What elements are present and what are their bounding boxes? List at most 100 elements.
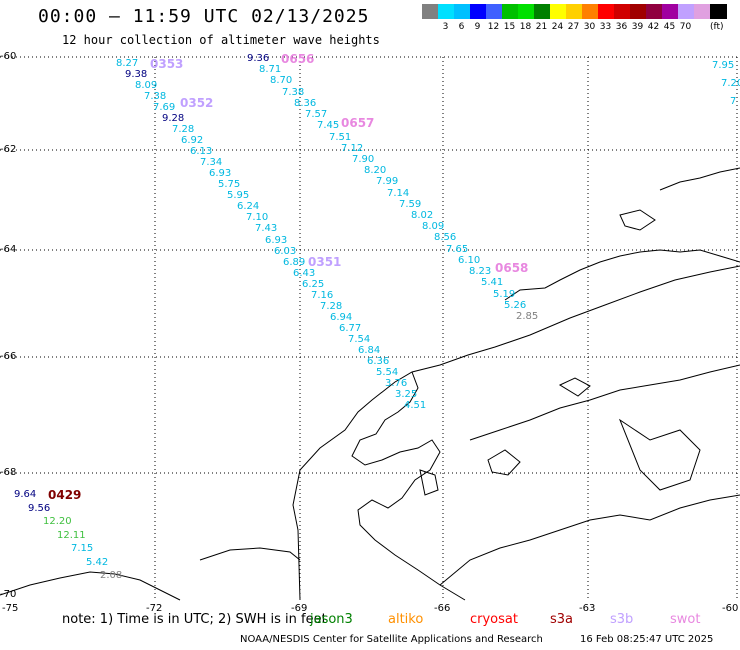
wave-height-value: 6.89 (283, 257, 306, 268)
wave-height-value: 5.19 (493, 289, 516, 300)
latitude-label: -64 (0, 244, 17, 255)
wave-height-value: 6.25 (302, 279, 325, 290)
wave-height-value: 2.08 (100, 570, 123, 581)
wave-height-value: 8.09 (135, 80, 158, 91)
legend-swatch (630, 4, 647, 19)
legend-label: 15 (503, 22, 516, 32)
wave-height-value: 7.34 (200, 157, 223, 168)
wave-height-value: 9.38 (125, 69, 148, 80)
page-subtitle: 12 hour collection of altimeter wave hei… (62, 33, 380, 47)
wave-height-value: 5.41 (481, 277, 504, 288)
longitude-label: -60 (722, 603, 739, 614)
wave-height-value: 7.43 (255, 223, 278, 234)
satellite-jason3: jason3 (310, 612, 353, 627)
wave-height-value: 7.14 (387, 188, 410, 199)
wave-height-value: 6.10 (458, 255, 481, 266)
wave-height-value: 4.51 (404, 400, 427, 411)
legend-swatch (422, 4, 439, 19)
latitude-label: -66 (0, 351, 17, 362)
legend-label: 36 (615, 22, 628, 32)
wave-height-value: 7.54 (348, 334, 371, 345)
legend-swatch (470, 4, 487, 19)
wave-height-value: 9.28 (162, 113, 185, 124)
wave-height-value: 6.84 (358, 345, 381, 356)
wave-height-value: 8.56 (434, 232, 457, 243)
legend-swatch (518, 4, 535, 19)
latitude-label: -68 (0, 467, 17, 478)
wave-height-value: 12.20 (43, 516, 72, 527)
wave-height-value: 7.16 (311, 290, 334, 301)
legend-label: 70 (679, 22, 692, 32)
legend-label: 39 (631, 22, 644, 32)
satellite-swot: swot (670, 612, 701, 627)
legend-swatch (710, 4, 727, 19)
legend-label: 27 (567, 22, 580, 32)
wave-height-value: 7.15 (71, 543, 94, 554)
wave-height-value: 7.59 (399, 199, 422, 210)
wave-height-value: 7.65 (446, 244, 469, 255)
wave-height-value: 6.13 (190, 146, 213, 157)
wave-height-value: 7.45 (317, 120, 340, 131)
wave-height-value: 5.75 (218, 179, 241, 190)
legend-swatch (678, 4, 695, 19)
legend-label: 9 (474, 22, 481, 32)
color-legend: 3 6 9 12 15 18 21 24 27 30 33 36 39 42 45 70 (ft) (422, 4, 728, 36)
wave-height-value: 3.25 (395, 389, 418, 400)
legend-swatch (646, 4, 663, 19)
wave-height-value: 8.36 (294, 98, 317, 109)
satellite-s3b: s3b (610, 612, 634, 627)
wave-height-value: 7 (730, 96, 737, 107)
wave-height-value: 7.38 (282, 87, 305, 98)
legend-swatch (582, 4, 599, 19)
wave-height-value: 6.77 (339, 323, 362, 334)
wave-height-value: 7.20 (721, 78, 740, 89)
lat-lon-grid (0, 56, 740, 600)
wave-height-value: 8.71 (259, 64, 282, 75)
wave-height-value: 8.70 (270, 75, 293, 86)
legend-label: 21 (535, 22, 548, 32)
wave-height-value: 7.57 (305, 109, 328, 120)
legend-swatch (486, 4, 503, 19)
legend-label: 12 (487, 22, 500, 32)
wave-height-value: 8.23 (469, 266, 492, 277)
legend-label: 30 (583, 22, 596, 32)
coastline (0, 167, 740, 601)
wave-height-value: 6.24 (237, 201, 260, 212)
wave-height-value: 7.99 (376, 176, 399, 187)
longitude-label: -63 (579, 603, 596, 614)
satellite-s3a: s3a (550, 612, 574, 627)
legend-label: 3 (442, 22, 449, 32)
satellite-cryosat: cryosat (470, 612, 518, 627)
longitude-label: -69 (291, 603, 308, 614)
pass-label-0657: 0657 (341, 116, 375, 130)
legend-label: 24 (551, 22, 564, 32)
legend-swatch (566, 4, 583, 19)
wave-height-value: 9.36 (247, 53, 270, 64)
footnote: note: 1) Time is in UTC; 2) SWH is in fe… (62, 612, 327, 627)
wave-height-value: 9.56 (28, 503, 51, 514)
wave-height-value: 5.26 (504, 300, 527, 311)
latitude-label: -60 (0, 51, 17, 62)
wave-height-value: 8.20 (364, 165, 387, 176)
legend-label: 45 (663, 22, 676, 32)
legend-swatch (598, 4, 615, 19)
wave-height-value: 5.54 (376, 367, 399, 378)
longitude-label: -72 (146, 603, 163, 614)
wave-height-value: 12.11 (57, 530, 86, 541)
wave-height-value: 7.28 (172, 124, 195, 135)
legend-label: 33 (599, 22, 612, 32)
longitude-label: -75 (2, 603, 19, 614)
pass-label-0658: 0658 (495, 261, 529, 275)
satellite-altika: altiko (388, 612, 424, 627)
latitude-label: -70 (0, 589, 17, 600)
latitude-label: -62 (0, 144, 17, 155)
wave-height-value: 6.43 (293, 268, 316, 279)
legend-label: 6 (458, 22, 465, 32)
wave-height-value: 9.64 (14, 489, 37, 500)
wave-height-value: 8.09 (422, 221, 445, 232)
wave-height-value: 7.90 (352, 154, 375, 165)
pass-label-0656: 0656 (281, 52, 315, 66)
legend-label: 42 (647, 22, 660, 32)
wave-height-value: 8.02 (411, 210, 434, 221)
